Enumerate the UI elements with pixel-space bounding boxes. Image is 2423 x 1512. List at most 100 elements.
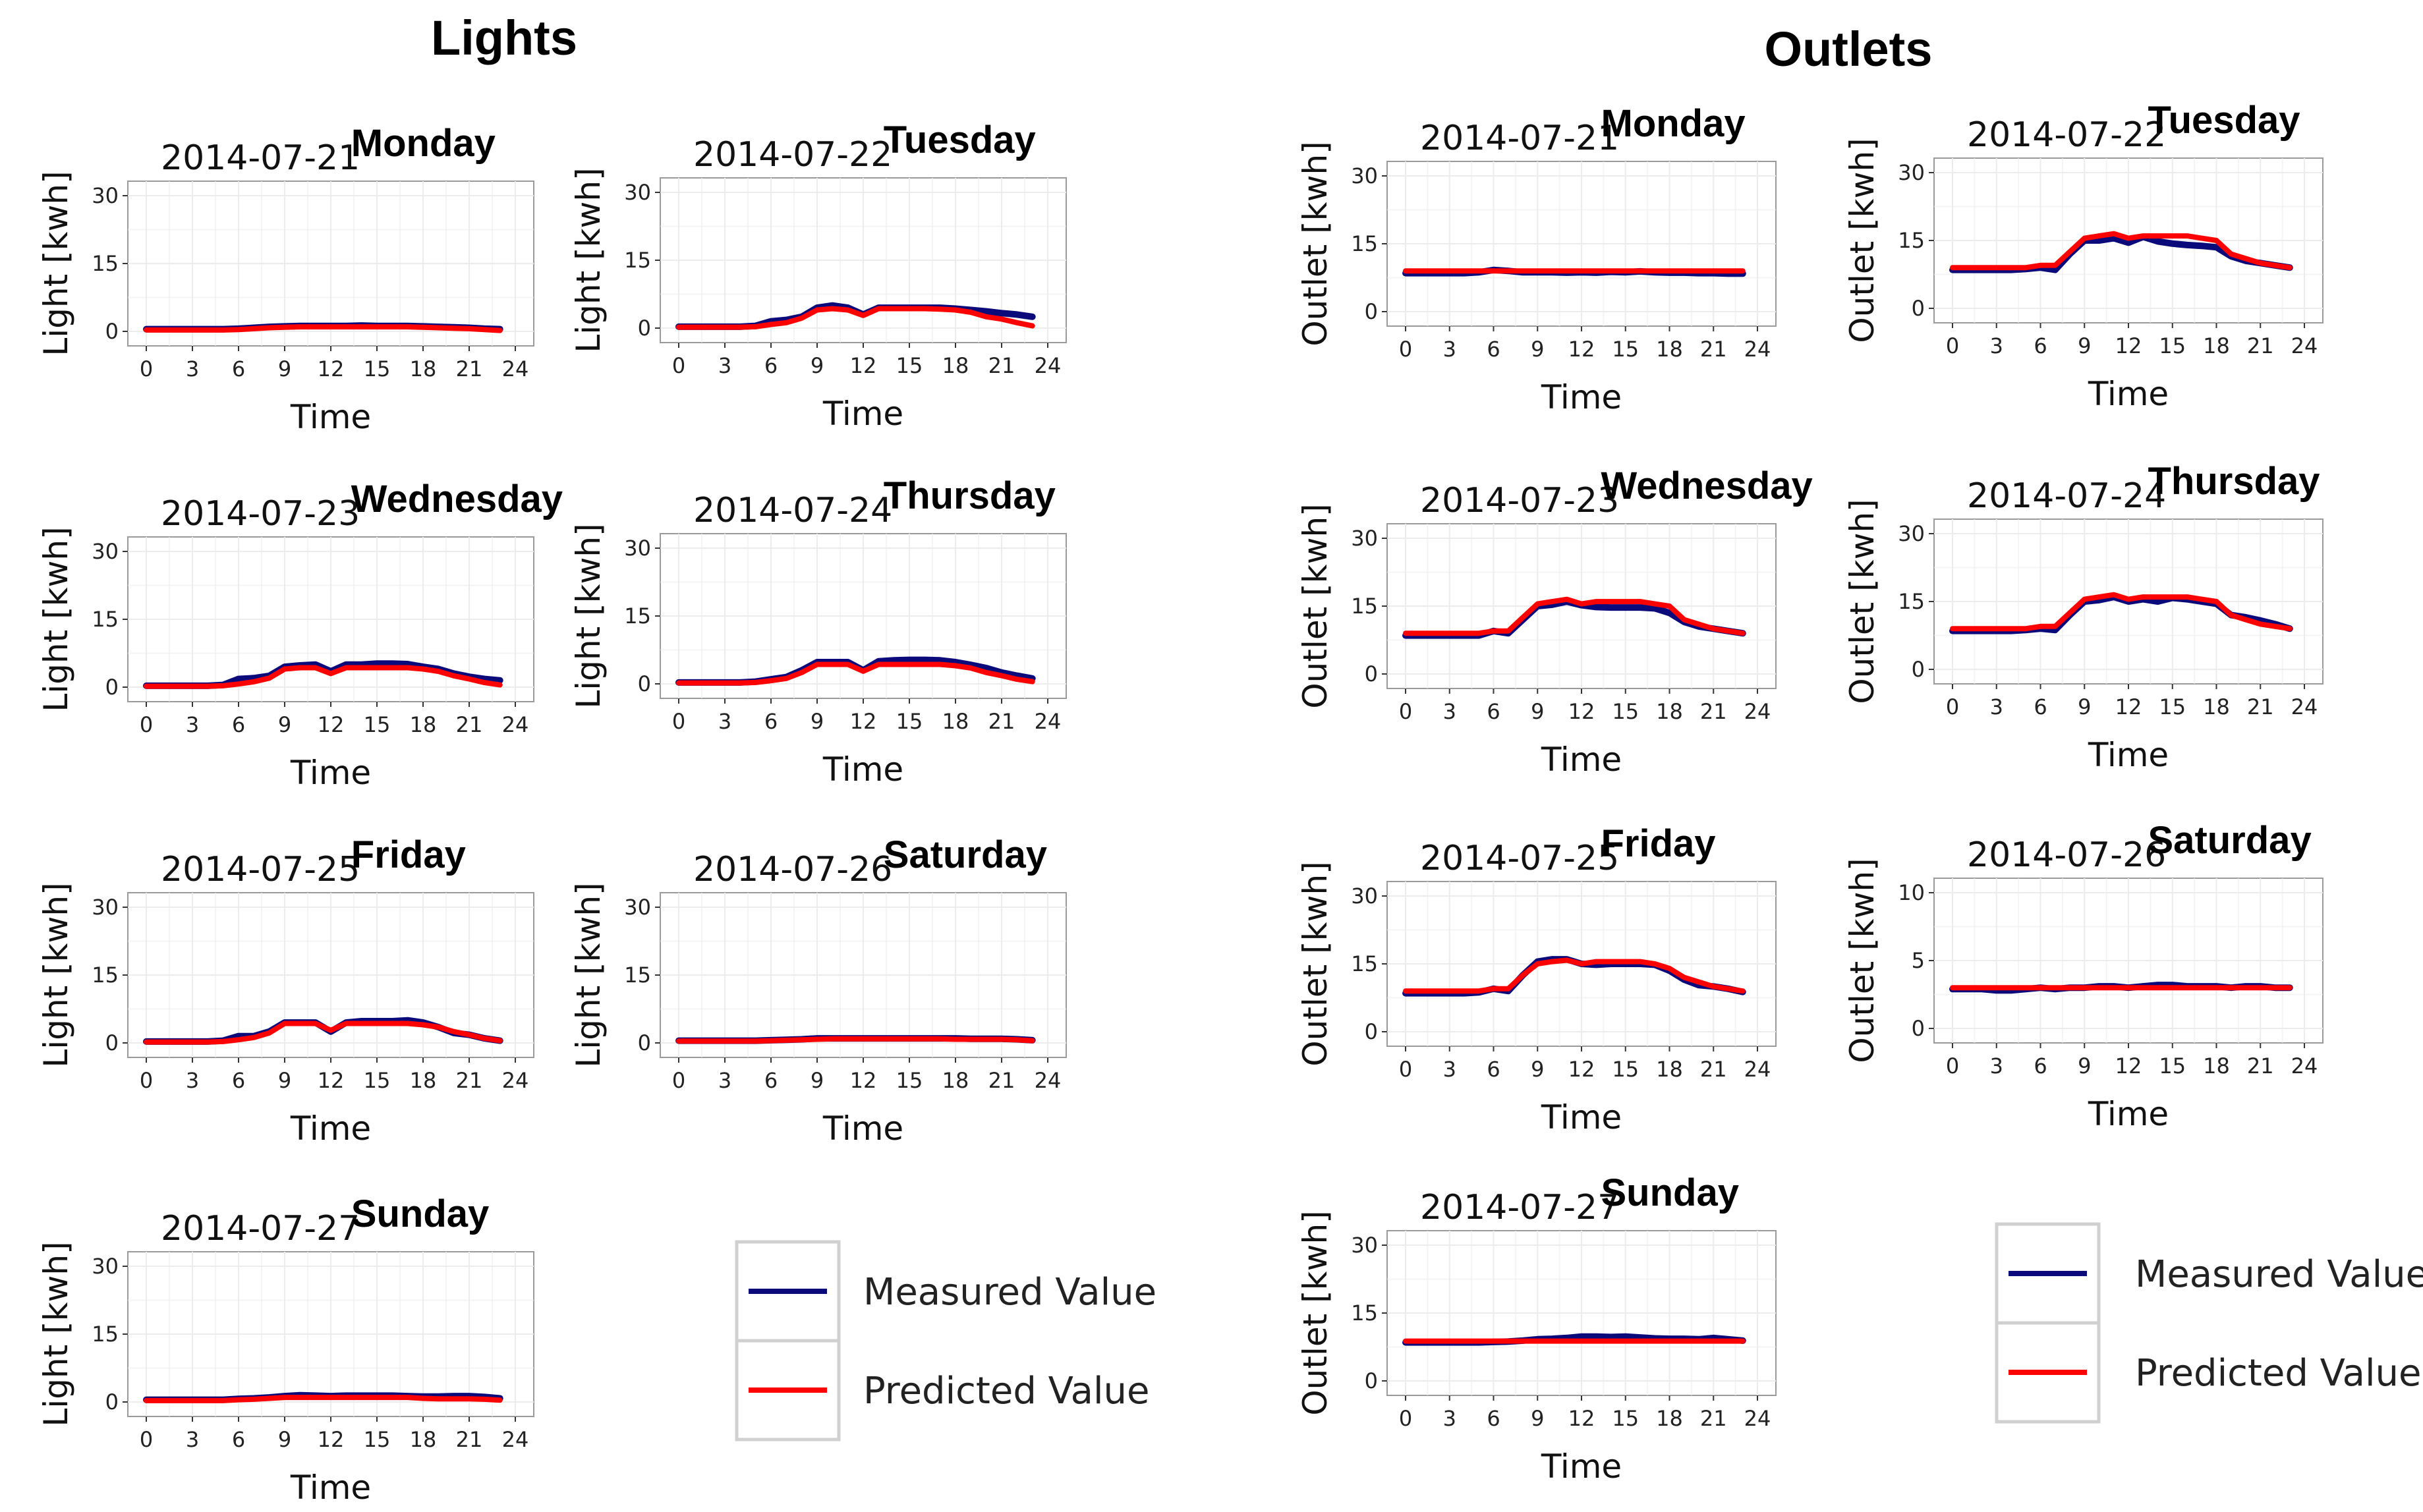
x-axis-label: Time — [290, 398, 371, 436]
y-tick-label: 0 — [105, 319, 119, 344]
x-tick-label: 3 — [186, 1068, 199, 1093]
panel-date-title: 2014-07-22 — [1967, 115, 2166, 155]
predicted-value-line — [144, 1395, 503, 1403]
x-tick-label: 21 — [1700, 1057, 1727, 1082]
panel-day-title: Friday — [351, 833, 466, 876]
x-tick-label: 21 — [456, 356, 483, 381]
x-tick-label: 15 — [364, 1427, 391, 1452]
x-tick-label: 21 — [1700, 1406, 1727, 1431]
x-tick-label: 12 — [318, 1068, 345, 1093]
y-tick-label: 30 — [92, 539, 119, 564]
x-tick-label: 12 — [2115, 694, 2142, 719]
y-tick-label: 30 — [624, 536, 651, 561]
panel-day-title: Monday — [351, 122, 496, 165]
x-tick-label: 24 — [2291, 333, 2318, 358]
x-tick-label: 21 — [2247, 694, 2274, 719]
y-axis-label: Light [kwh] — [569, 167, 608, 352]
x-tick-label: 6 — [1487, 699, 1500, 724]
predicted-value-line — [144, 665, 503, 689]
y-axis-label: Light [kwh] — [37, 1241, 75, 1426]
y-tick-label: 30 — [624, 180, 651, 205]
x-tick-label: 15 — [2159, 694, 2186, 719]
x-tick-label: 24 — [502, 356, 529, 381]
x-tick-label: 15 — [896, 353, 923, 378]
y-tick-label: 15 — [92, 251, 119, 276]
x-axis-label: Time — [822, 395, 903, 433]
x-tick-label: 3 — [1990, 694, 2003, 719]
x-tick-label: 15 — [1612, 1057, 1639, 1082]
x-axis-label: Time — [2088, 736, 2169, 774]
x-tick-label: 0 — [1399, 699, 1412, 724]
x-tick-label: 6 — [232, 1427, 245, 1452]
legend-label-predicted: Predicted Value — [863, 1370, 1149, 1413]
x-tick-label: 12 — [2115, 333, 2142, 358]
x-tick-label: 15 — [896, 709, 923, 734]
x-tick-label: 18 — [2203, 333, 2230, 358]
x-axis-label: Time — [2088, 1095, 2169, 1133]
y-tick-label: 0 — [1365, 1368, 1378, 1393]
x-tick-label: 12 — [1568, 1406, 1595, 1431]
x-tick-label: 6 — [1487, 1406, 1500, 1431]
x-tick-label: 0 — [1946, 1053, 1959, 1078]
x-tick-label: 12 — [850, 709, 877, 734]
x-tick-label: 24 — [502, 1427, 529, 1452]
y-tick-label: 10 — [1898, 880, 1925, 905]
x-tick-label: 0 — [672, 353, 685, 378]
panel-day-title: Monday — [1601, 102, 1746, 145]
x-tick-label: 18 — [410, 356, 437, 381]
y-tick-label: 30 — [624, 895, 651, 920]
x-tick-label: 0 — [1946, 694, 1959, 719]
panel-date-title: 2014-07-27 — [1420, 1188, 1619, 1227]
x-tick-label: 6 — [764, 709, 778, 734]
y-tick-label: 30 — [1351, 526, 1378, 551]
x-tick-label: 6 — [232, 1068, 245, 1093]
x-tick-label: 21 — [2247, 333, 2274, 358]
x-tick-label: 9 — [278, 712, 291, 737]
panel-day-title: Wednesday — [351, 478, 563, 520]
predicted-value-line — [676, 1036, 1035, 1044]
x-tick-label: 24 — [1035, 709, 1062, 734]
panel-date-title: 2014-07-25 — [1420, 839, 1619, 878]
x-tick-label: 0 — [1399, 1057, 1412, 1082]
panel-date-title: 2014-07-26 — [1967, 835, 2166, 875]
x-tick-label: 6 — [2034, 333, 2047, 358]
x-tick-label: 21 — [2247, 1053, 2274, 1078]
x-tick-label: 9 — [811, 353, 824, 378]
x-tick-label: 21 — [1700, 699, 1727, 724]
panel-date-title: 2014-07-24 — [693, 491, 892, 530]
x-tick-label: 24 — [502, 712, 529, 737]
x-tick-label: 3 — [718, 1068, 731, 1093]
panel-date-title: 2014-07-22 — [693, 135, 892, 175]
predicted-value-line — [676, 661, 1035, 686]
predicted-value-line — [1403, 596, 1746, 636]
y-tick-label: 15 — [92, 607, 119, 632]
panel-day-title: Sunday — [351, 1192, 490, 1235]
x-tick-label: 0 — [672, 709, 685, 734]
x-tick-label: 18 — [410, 1068, 437, 1093]
x-tick-label: 21 — [456, 1068, 483, 1093]
panel-day-title: Friday — [1601, 822, 1716, 865]
lights-section-title: Lights — [431, 11, 577, 65]
y-tick-label: 15 — [1351, 231, 1378, 256]
y-tick-label: 15 — [624, 603, 651, 629]
y-tick-label: 15 — [1898, 228, 1925, 253]
y-tick-label: 0 — [1912, 296, 1925, 321]
y-tick-label: 30 — [1898, 521, 1925, 546]
x-tick-label: 12 — [318, 1427, 345, 1452]
y-axis-label: Outlet [kwh] — [1843, 138, 1881, 343]
x-tick-label: 6 — [232, 356, 245, 381]
y-axis-label: Outlet [kwh] — [1843, 499, 1881, 704]
x-tick-label: 12 — [850, 353, 877, 378]
x-tick-label: 24 — [1035, 353, 1062, 378]
predicted-value-line — [1950, 231, 2293, 271]
y-axis-label: Light [kwh] — [37, 526, 75, 712]
x-tick-label: 24 — [1035, 1068, 1062, 1093]
x-tick-label: 3 — [718, 353, 731, 378]
outlets-legend: Measured Value Predicted Value — [1995, 1222, 2423, 1424]
